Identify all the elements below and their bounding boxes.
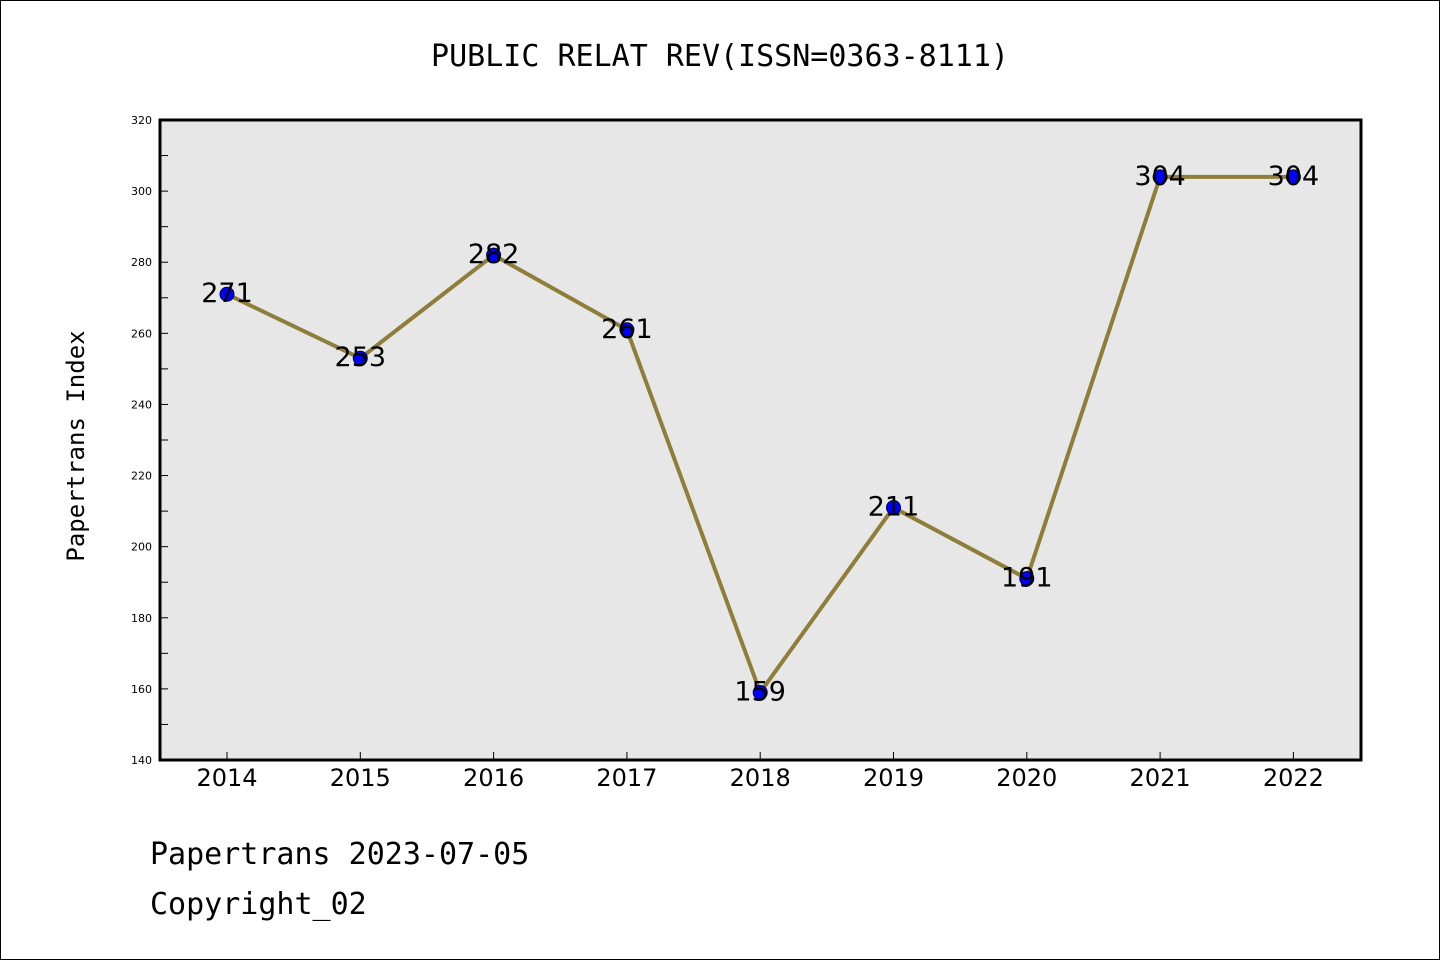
y-axis-label: Papertrans Index [62,330,90,561]
y-axis: 140 160 180 200 220 240 260 280 300 320 [131,114,168,767]
data-label-2015: 253 [335,342,387,373]
y-tick-label: 260 [131,327,152,340]
data-point-2021 [1152,169,1168,185]
x-tick-label: 2016 [463,764,524,792]
data-label-2017: 261 [601,314,653,345]
data-point-2019 [886,500,901,516]
data-point-2014 [219,286,235,302]
footer-copyright: Copyright_02 [150,887,367,922]
y-tick-label: 320 [131,114,152,127]
x-tick-label: 2021 [1130,764,1191,792]
data-label-2014: 271 [201,278,253,309]
x-tick-label: 2017 [596,764,657,792]
y-tick-label: 160 [131,683,152,696]
y-tick-label: 220 [131,470,152,483]
data-label-group: 271 253 282 261 159 211 191 304 304 [201,161,1319,708]
chart-title: PUBLIC RELAT REV(ISSN=0363-8111) [431,39,1009,74]
x-tick-label: 2020 [996,764,1057,792]
data-point-2020 [1019,571,1035,587]
y-tick-label: 200 [131,541,152,554]
x-axis: 2014 2015 2016 2017 2018 2019 2020 2021 2022 [196,752,1324,792]
y-tick-label: 180 [131,612,152,625]
y-tick-label: 300 [131,185,152,198]
data-point-2018 [752,684,768,700]
data-label-2022: 304 [1268,161,1320,192]
data-label-2016: 282 [468,239,520,270]
x-tick-label: 2019 [863,764,924,792]
marker-group [219,169,1301,700]
data-label-2020: 191 [1001,563,1053,594]
data-point-2017 [619,322,635,338]
y-tick-label: 240 [131,398,152,411]
x-tick-label: 2018 [730,764,791,792]
y-tick-label: 280 [131,256,152,269]
x-tick-label: 2015 [330,764,391,792]
x-tick-label: 2022 [1263,764,1324,792]
data-label-2018: 159 [734,676,786,707]
plot-area [160,120,1361,760]
data-label-2021: 304 [1134,161,1186,192]
data-point-2015 [352,350,368,366]
plot-border [158,118,1363,762]
x-tick-label: 2014 [196,764,257,792]
data-point-2016 [486,247,502,263]
footer-date: Papertrans 2023-07-05 [150,837,529,872]
data-label-2019: 211 [868,492,920,523]
y-tick-label: 140 [131,754,152,767]
data-point-2022 [1285,169,1301,185]
